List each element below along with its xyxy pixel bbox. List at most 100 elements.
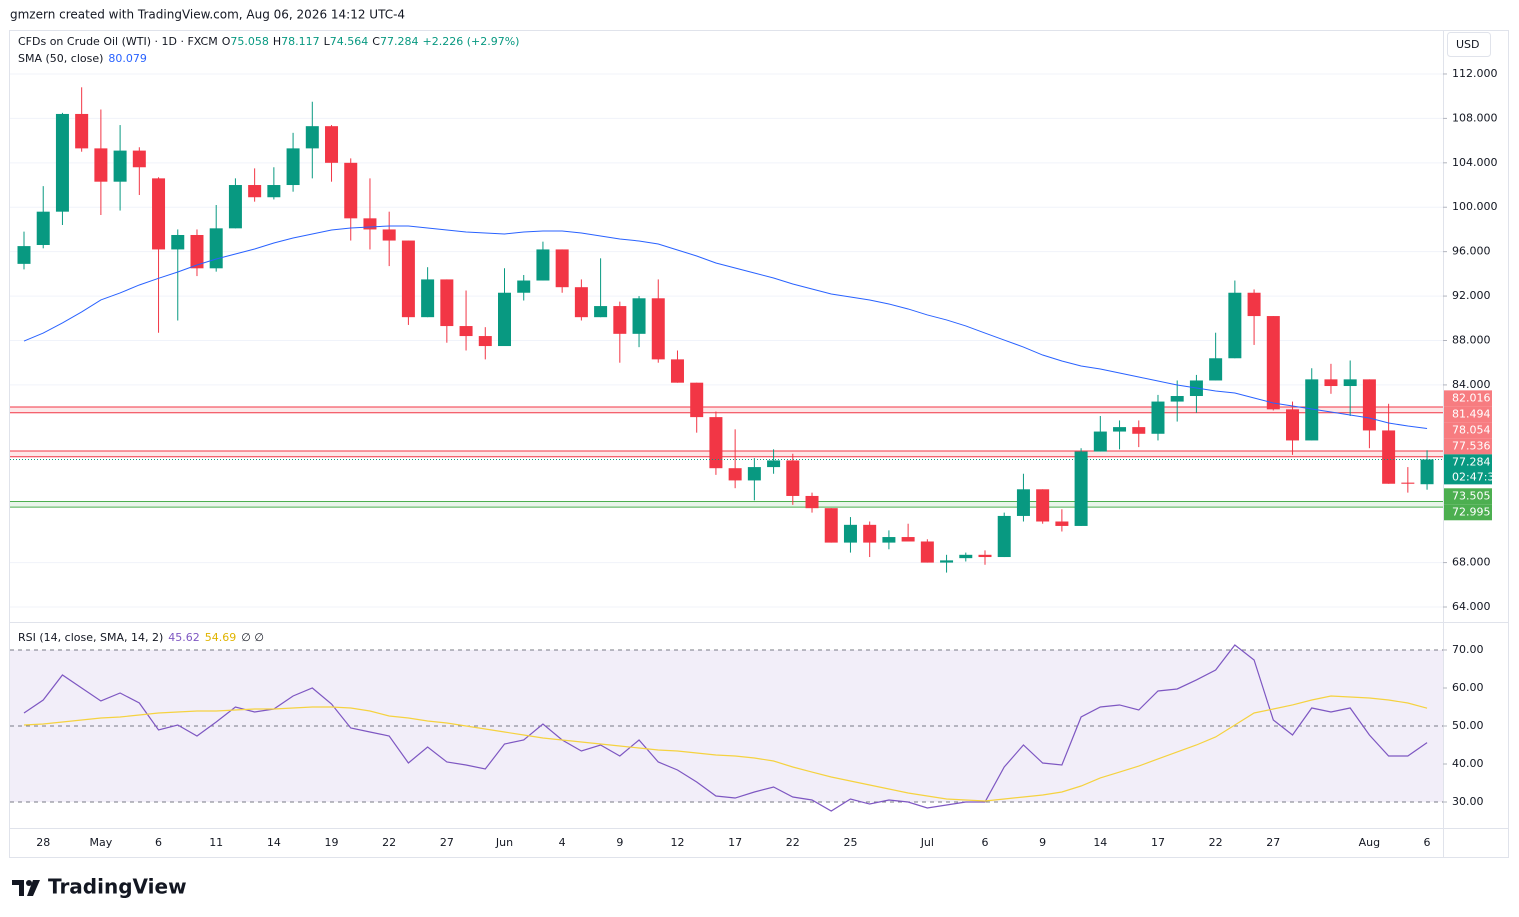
candle-body — [517, 280, 531, 293]
candle-body — [171, 234, 185, 250]
x-tick-label: 6 — [982, 836, 989, 849]
level-band — [10, 450, 1443, 457]
candle-body — [978, 554, 992, 558]
candle-body — [286, 148, 300, 186]
candle-body — [132, 150, 146, 168]
x-tick-label: 14 — [267, 836, 281, 849]
frame — [9, 30, 1509, 858]
legend-item: 54.69 — [205, 631, 237, 644]
attribution: gmzern created with TradingView.com, Aug… — [10, 8, 405, 22]
candle-body — [594, 306, 608, 318]
candle-body — [1093, 431, 1107, 452]
countdown: 02:47:36 — [1452, 470, 1501, 483]
candle-body — [651, 298, 665, 360]
x-tick-label: 19 — [325, 836, 339, 849]
y-tick-label: 92.000 — [1452, 289, 1491, 302]
y-tick-label: 104.000 — [1452, 156, 1498, 169]
candle-body — [1286, 409, 1300, 441]
price-label-bg — [1444, 488, 1492, 505]
candle-body — [574, 287, 588, 318]
x-tick-label: 4 — [559, 836, 566, 849]
x-tick-label: 25 — [843, 836, 857, 849]
price-label-bg — [1444, 422, 1492, 439]
brand: TradingView — [48, 875, 187, 899]
y-tick-label: 112.000 — [1452, 67, 1498, 80]
candle-body — [325, 126, 339, 163]
x-tick-label: 9 — [616, 836, 623, 849]
candle-body — [1401, 482, 1415, 484]
level-band — [10, 406, 1443, 413]
legend-item: 80.079 — [108, 52, 147, 65]
price-label: 77.536 — [1452, 439, 1491, 452]
x-tick-label: 9 — [1039, 836, 1046, 849]
level-band — [10, 501, 1443, 508]
candle-body — [498, 292, 511, 347]
candle-body — [901, 537, 915, 542]
price-label: 73.505 — [1452, 489, 1491, 502]
candle-body — [1132, 427, 1146, 434]
candle-body — [555, 249, 569, 288]
candle-body — [632, 298, 646, 334]
x-tick-label: 12 — [670, 836, 684, 849]
candle-body — [94, 148, 108, 182]
candle-body — [17, 246, 31, 264]
currency[interactable]: USD — [1456, 38, 1480, 51]
candle-body — [1228, 292, 1242, 359]
legend-item: 75.058 — [230, 35, 269, 48]
candle-body — [920, 541, 934, 563]
candle-body — [36, 211, 50, 245]
legend-item: H — [273, 35, 281, 48]
legend: CFDs on Crude Oil (WTI) · 1D · FXCM O75.0… — [18, 35, 519, 48]
candle-body — [1209, 358, 1223, 381]
candle-body — [440, 279, 454, 327]
x-tick-label: 6 — [155, 836, 162, 849]
x-tick-label: 6 — [1424, 836, 1431, 849]
legend-item: CFDs on Crude Oil (WTI) · 1D · FXCM — [18, 35, 218, 48]
candle-body — [843, 524, 857, 543]
candle-body — [786, 460, 800, 496]
plot-area — [10, 73, 1443, 812]
legend-item: ∅ ∅ — [241, 631, 264, 644]
candle-body — [209, 228, 223, 269]
candle-body — [805, 495, 819, 509]
x-tick-label: Jul — [920, 836, 934, 849]
price-label-bg — [1444, 504, 1492, 521]
x-tick-label: 28 — [36, 836, 50, 849]
x-tick-label: 11 — [209, 836, 223, 849]
x-tick-label: Aug — [1359, 836, 1380, 849]
legend-item: L — [324, 35, 331, 48]
x-tick-label: 22 — [382, 836, 396, 849]
candle-body — [940, 560, 954, 563]
candle-body — [75, 113, 89, 149]
legend-item: 78.117 — [281, 35, 320, 48]
candle-body — [1151, 401, 1165, 434]
y-tick-label: 30.00 — [1452, 795, 1484, 808]
y-tick-label: 50.00 — [1452, 719, 1484, 732]
y-tick-label: 100.000 — [1452, 200, 1498, 213]
line-series — [23, 695, 1428, 802]
candle-body — [344, 162, 358, 219]
candle-body — [1420, 459, 1434, 485]
candle-body — [824, 508, 838, 543]
candle-body — [1247, 292, 1261, 317]
candle-body — [863, 524, 877, 543]
candle-body — [1016, 489, 1030, 516]
sma-line — [23, 225, 1428, 429]
candle-body — [882, 537, 896, 543]
legend-item: C — [372, 35, 380, 48]
price-label-bg — [1444, 454, 1492, 485]
y-tick-label: 40.00 — [1452, 757, 1484, 770]
y-tick-label: 64.000 — [1452, 600, 1491, 613]
candle-body — [997, 515, 1011, 558]
legend-item: O — [222, 35, 231, 48]
candle-body — [382, 229, 396, 241]
price-label: 77.284 — [1452, 455, 1491, 468]
currency-box[interactable] — [1447, 32, 1491, 57]
candle-body — [1324, 379, 1338, 387]
price-label: 81.494 — [1452, 407, 1491, 420]
x-tick-label: May — [90, 836, 113, 849]
candle-body — [959, 554, 973, 559]
legend-item: 77.284 — [380, 35, 419, 48]
candle-body — [1362, 379, 1376, 431]
